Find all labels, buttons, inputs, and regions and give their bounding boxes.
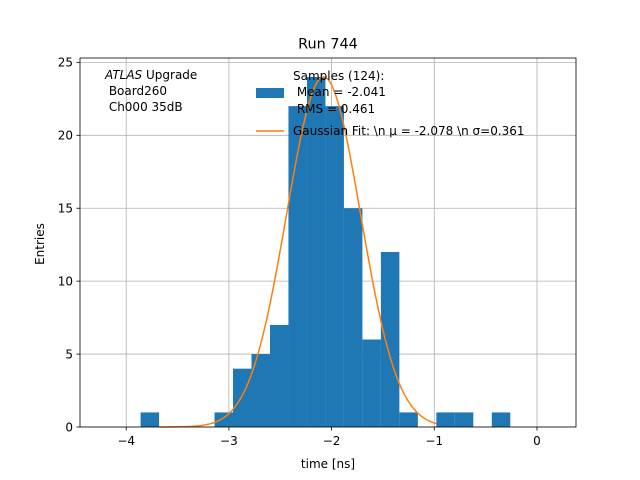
y-axis-ticks: 0 5 10 15 20 25 xyxy=(58,56,80,434)
histogram-bar xyxy=(454,412,474,427)
histogram-bar xyxy=(288,106,307,427)
histogram-bar xyxy=(399,412,418,427)
y-tick-label: 15 xyxy=(58,202,73,216)
x-tick-label: 0 xyxy=(533,434,541,448)
legend-fit-label: Gaussian Fit: \n μ = -2.078 \n σ=0.361 xyxy=(293,124,525,138)
x-axis-ticks: −4 −3 −2 −1 0 xyxy=(117,427,541,448)
legend-samples-line-1: Samples (124): xyxy=(293,69,384,83)
legend-histogram-swatch xyxy=(256,88,284,98)
annotation-line-1: ATLAS Upgrade xyxy=(104,68,197,82)
y-axis-label: Entries xyxy=(33,223,47,265)
x-tick-label: −1 xyxy=(425,434,443,448)
annotation-atlas: ATLAS xyxy=(104,68,143,82)
annotation-upgrade: Upgrade xyxy=(142,68,197,82)
histogram-bar xyxy=(306,76,326,427)
y-tick-label: 10 xyxy=(58,274,73,288)
legend-samples-line-3: RMS = 0.461 xyxy=(293,102,375,116)
chart-title: Run 744 xyxy=(298,37,358,53)
axes-frame xyxy=(79,57,577,428)
histogram-bar xyxy=(343,208,363,427)
x-tick-label: −2 xyxy=(323,434,341,448)
x-tick-label: −3 xyxy=(220,434,238,448)
histogram-bar xyxy=(325,106,344,427)
legend: Samples (124): Mean = -2.041 RMS = 0.461… xyxy=(256,69,525,138)
x-axis-label: time [ns] xyxy=(301,457,355,471)
histogram-bar xyxy=(380,251,400,427)
legend-samples-line-2: Mean = -2.041 xyxy=(293,85,386,99)
histogram-bars xyxy=(140,76,511,427)
histogram-bar xyxy=(269,324,289,427)
histogram-bar xyxy=(214,412,234,427)
y-tick-label: 25 xyxy=(58,56,73,70)
histogram-bar xyxy=(362,339,381,427)
histogram-bar xyxy=(233,368,252,427)
histogram-bar xyxy=(436,412,455,427)
gaussian-fit-curve xyxy=(159,76,437,428)
annotation-channel: Ch000 35dB xyxy=(105,100,183,114)
y-tick-label: 0 xyxy=(65,420,73,434)
y-tick-label: 5 xyxy=(65,347,73,361)
histogram-bar xyxy=(140,412,160,427)
histogram-bar xyxy=(251,354,270,427)
x-tick-label: −4 xyxy=(117,434,135,448)
histogram-bar xyxy=(491,412,511,427)
annotation-board: Board260 xyxy=(105,84,167,98)
atlas-annotation: ATLAS Upgrade Board260 Ch000 35dB xyxy=(104,68,197,114)
y-tick-label: 20 xyxy=(58,129,73,143)
